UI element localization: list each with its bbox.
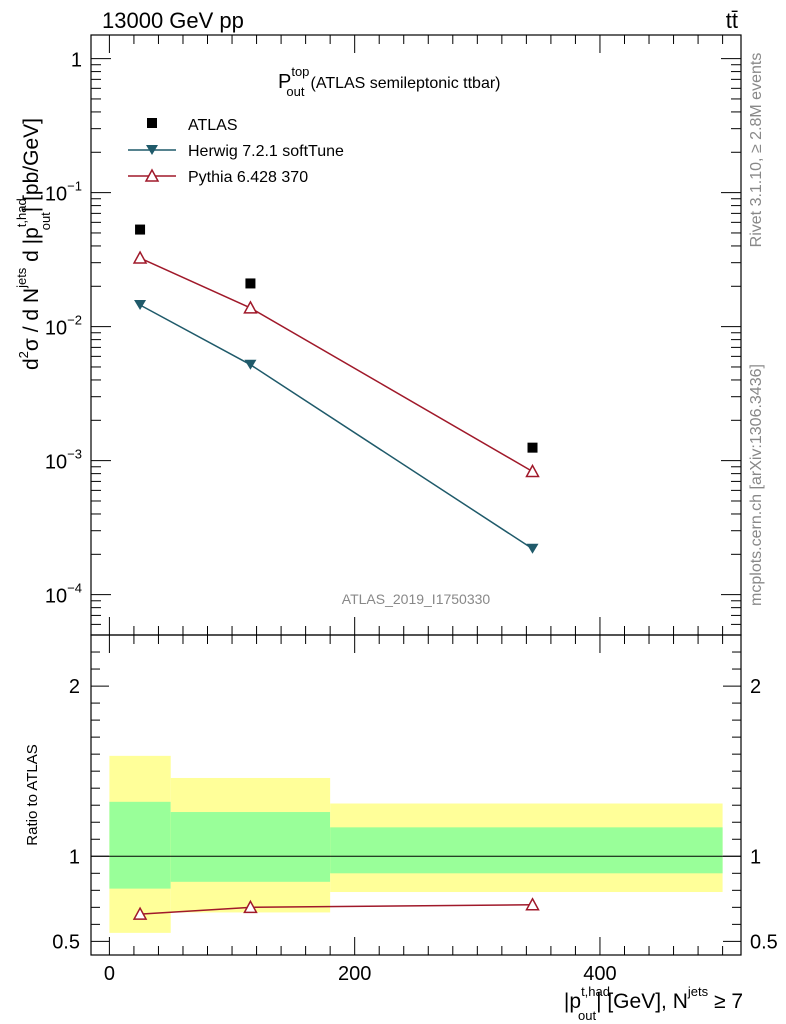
axes-group: 1 10−1 10−2 10−3 10−4 0 200 400 0.5 0.5 1 1 2 2 — [45, 34, 778, 985]
main-ytick-label-3: 10−3 — [45, 447, 82, 474]
ratio-band-inner-2 — [330, 827, 723, 874]
data-point-0-0 — [135, 224, 146, 235]
plot-title-sup: top — [291, 64, 309, 79]
x-tick-label-2: 400 — [583, 963, 616, 985]
x-axis-label: |pt,had out| [GeV], Njets ≥ 7 — [564, 984, 743, 1023]
data-point-1-0 — [134, 300, 147, 311]
ratio-series-group — [132, 897, 540, 920]
ratio-uncertainty-bands — [91, 755, 741, 933]
series-line-2 — [139, 257, 533, 473]
ratio-y-axis-label: Ratio to ATLAS — [24, 744, 41, 845]
ratio-frame — [90, 634, 742, 956]
legend-herwig-marker — [146, 145, 158, 155]
energy-label: 13000 GeV pp — [102, 8, 244, 33]
plot-title-sub: out — [286, 84, 304, 99]
data-point-1-2 — [526, 543, 539, 554]
analysis-id: ATLAS_2019_I1750330 — [342, 591, 491, 607]
ratio-ytick-label-right-1: 1 — [750, 846, 761, 868]
ratio-ytick-label-left-0: 0.5 — [52, 931, 80, 953]
legend-pythia-label: Pythia 6.428 370 — [188, 169, 308, 186]
legend-herwig-label: Herwig 7.2.1 softTune — [188, 143, 344, 160]
data-point-1-1 — [244, 359, 257, 370]
ratio-point-0-0 — [132, 906, 148, 920]
main-ytick-label-1: 10−1 — [45, 179, 82, 206]
ratio-ytick-label-left-1: 1 — [69, 846, 80, 868]
rivet-label: Rivet 3.1.10, ≥ 2.8M events — [748, 53, 765, 248]
process-label: tt̄ — [726, 8, 738, 33]
data-point-2-0 — [132, 250, 148, 264]
plot-title-suffix: (ATLAS semileptonic ttbar) — [311, 75, 501, 92]
ratio-point-0-2 — [525, 897, 540, 911]
main-ytick-label-4: 10−4 — [45, 581, 82, 608]
data-point-0-1 — [245, 278, 256, 289]
main-ytick-label-2: 10−2 — [45, 313, 82, 340]
mcplots-label: mcplots.cern.ch [arXiv:1306.3436] — [748, 364, 765, 606]
main-series-group — [132, 224, 540, 554]
main-y-axis-label: d2σ / d Njets d |pt,had out| [pb/GeV] — [14, 118, 53, 370]
series-line-1 — [139, 304, 533, 550]
ratio-ytick-label-right-2: 2 — [750, 676, 761, 698]
main-ytick-label-0: 1 — [71, 50, 82, 72]
legend-atlas-marker — [147, 118, 157, 128]
legend-atlas-label: ATLAS — [188, 117, 238, 134]
legend: ATLAS Herwig 7.2.1 softTune Pythia 6.428… — [128, 117, 344, 186]
legend-pythia-marker — [144, 168, 160, 182]
ratio-band-inner-1 — [170, 812, 331, 882]
ratio-band-inner-0 — [109, 801, 171, 889]
x-tick-label-0: 0 — [104, 963, 115, 985]
plot-title: Ptop out (ATLAS semileptonic ttbar) — [278, 64, 501, 99]
x-tick-label-1: 200 — [338, 963, 371, 985]
ratio-ytick-label-right-0: 0.5 — [750, 931, 778, 953]
ratio-ytick-label-left-2: 2 — [69, 676, 80, 698]
ratio-point-0-1 — [243, 899, 258, 914]
data-point-0-2 — [527, 442, 538, 453]
data-point-2-1 — [243, 300, 258, 314]
data-point-2-2 — [525, 463, 540, 478]
plot-title-main: P — [278, 71, 291, 93]
